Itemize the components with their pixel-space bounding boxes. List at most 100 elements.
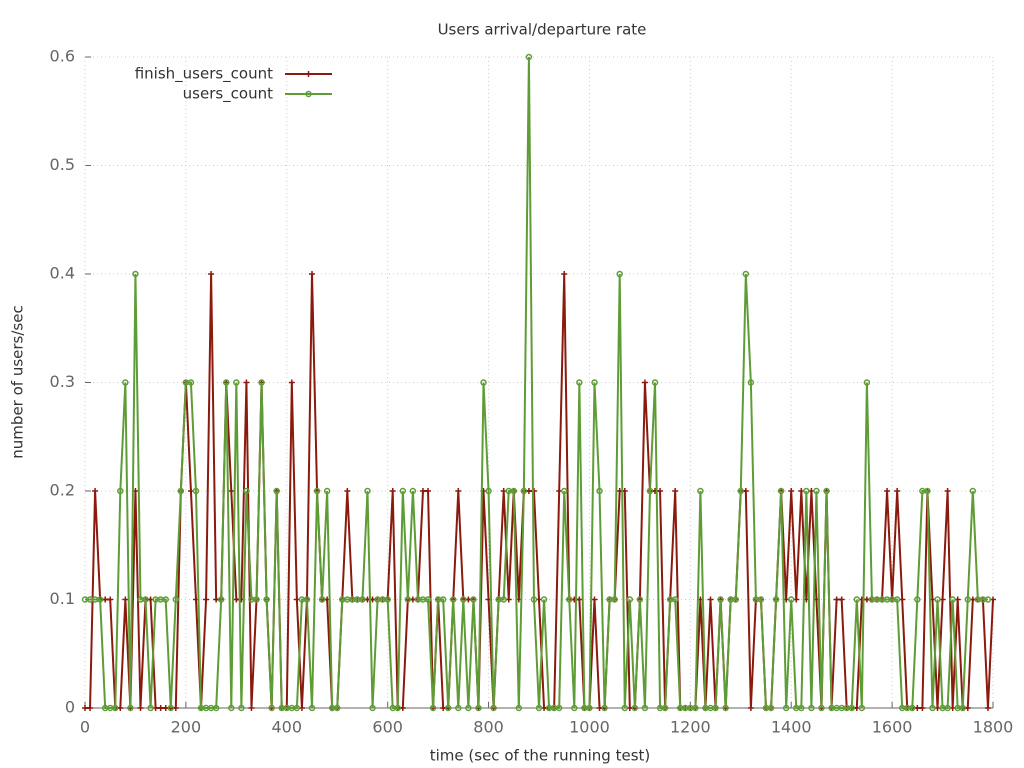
point [919,705,926,711]
y-tick-label: 0.2 [50,481,75,500]
point [384,596,391,603]
point [984,596,992,603]
point [823,487,830,495]
point [313,487,321,495]
point [288,379,295,386]
point [540,596,548,603]
point [969,487,977,495]
point [87,705,94,711]
point [238,704,245,712]
point [399,487,407,495]
point [616,270,623,278]
point [722,704,729,712]
point [439,596,447,603]
point [833,596,840,603]
point [369,704,376,712]
point [651,379,659,386]
point [914,596,921,603]
point [318,596,326,603]
point [117,487,124,495]
point [359,596,366,603]
point [137,705,144,711]
point [671,596,679,603]
point [697,487,704,495]
point [424,596,432,603]
point [732,596,739,603]
point [404,596,412,603]
x-tick-label: 200 [171,718,202,737]
point [712,704,719,712]
point [429,704,437,712]
x-tick-label: 600 [372,718,403,737]
point [333,704,341,712]
legend-marker [305,71,312,77]
point [692,704,699,712]
point [561,271,568,277]
x-axis-label: time (sec of the running test) [430,747,651,765]
point [611,596,618,603]
point [646,487,654,495]
point [132,270,139,278]
point [555,704,563,712]
y-tick-label: 0.1 [50,589,75,608]
point [767,704,775,712]
x-tick-label: 800 [473,718,504,737]
point [672,488,679,494]
point [455,488,462,494]
point [344,488,351,494]
y-tick-label: 0.4 [50,264,75,283]
point [122,596,129,603]
point [934,596,941,603]
point [798,704,805,712]
point [717,596,724,603]
point [777,487,785,495]
point [737,487,745,495]
point [884,488,891,494]
x-tick-label: 1000 [569,718,610,737]
point [964,596,972,603]
legend-label: users_count [183,85,273,104]
point [82,705,88,711]
point [425,488,432,494]
point [803,487,810,495]
point [747,379,755,386]
point [303,596,311,603]
point [626,596,634,603]
point [631,704,639,712]
point [228,488,235,494]
point [127,704,134,712]
point [566,596,573,603]
point [273,487,280,495]
point [485,487,492,495]
point [394,704,402,712]
point [894,488,901,494]
point [243,379,250,386]
point [984,705,991,711]
point [177,487,185,495]
point [657,488,664,494]
point [772,596,780,603]
point [419,488,426,494]
y-tick-label: 0.5 [50,155,75,174]
point [576,379,583,386]
point [520,487,528,495]
point [848,704,856,712]
point [747,705,754,711]
point [308,704,316,712]
point [96,596,104,603]
point [389,488,396,494]
point [601,704,608,712]
point [560,487,568,495]
point [641,704,649,712]
point [167,704,175,712]
point [258,379,265,386]
point [838,596,845,603]
point [510,487,518,495]
point [142,596,149,603]
y-tick-label: 0 [65,698,75,717]
point [112,704,119,712]
point [212,704,220,712]
point [449,596,457,603]
